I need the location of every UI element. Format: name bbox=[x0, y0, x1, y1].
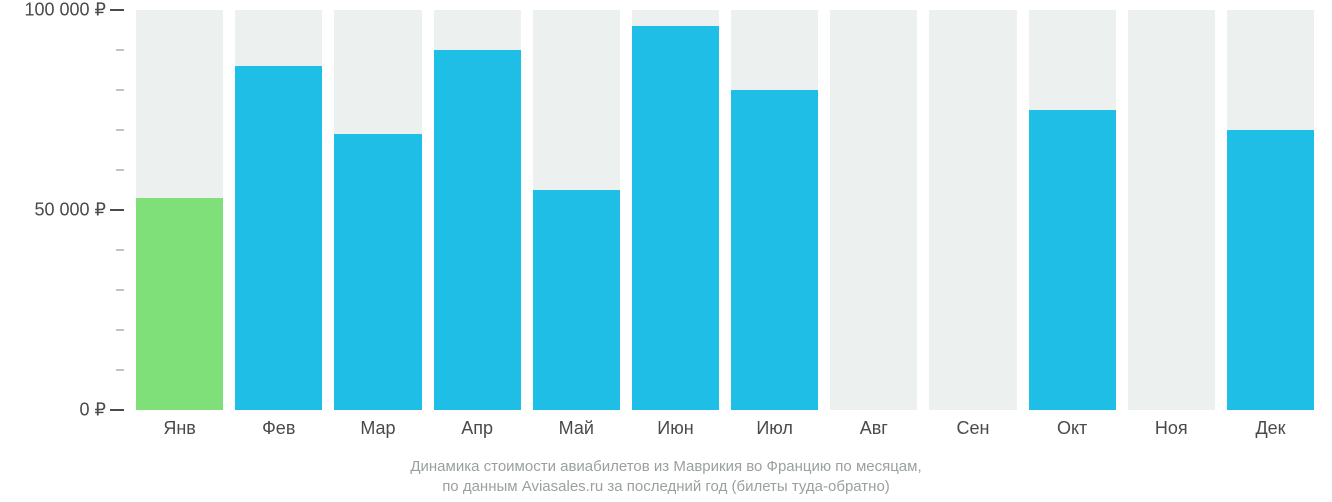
bar-slot bbox=[1023, 10, 1122, 410]
bar[interactable] bbox=[731, 90, 818, 410]
x-axis-labels: ЯнвФевМарАпрМайИюнИюлАвгСенОктНояДек bbox=[130, 418, 1320, 439]
bar-slot bbox=[1221, 10, 1320, 410]
bar-slot bbox=[923, 10, 1022, 410]
bar[interactable] bbox=[235, 66, 322, 410]
bar[interactable] bbox=[533, 190, 620, 410]
x-axis-label: Фев bbox=[229, 418, 328, 439]
x-axis-label: Апр bbox=[428, 418, 527, 439]
bar-background bbox=[434, 10, 521, 410]
x-axis-label: Июн bbox=[626, 418, 725, 439]
bar[interactable] bbox=[434, 50, 521, 410]
bar[interactable] bbox=[136, 198, 223, 410]
y-axis-minor-tick bbox=[116, 290, 124, 291]
bar-background bbox=[235, 10, 322, 410]
bar-slot bbox=[229, 10, 328, 410]
y-axis-label: 100 000 ₽ bbox=[24, 0, 106, 21]
bar[interactable] bbox=[632, 26, 719, 410]
y-axis-minor-tick bbox=[116, 170, 124, 171]
x-axis-label: Янв bbox=[130, 418, 229, 439]
bar-slot bbox=[1122, 10, 1221, 410]
x-axis-label: Сен bbox=[923, 418, 1022, 439]
bar[interactable] bbox=[1227, 130, 1314, 410]
x-axis-label: Мар bbox=[328, 418, 427, 439]
bar-background bbox=[731, 10, 818, 410]
y-axis-tick bbox=[110, 9, 124, 11]
x-axis-label: Май bbox=[527, 418, 626, 439]
bar-background bbox=[830, 10, 917, 410]
bar-slot bbox=[130, 10, 229, 410]
bar-slot bbox=[527, 10, 626, 410]
bar[interactable] bbox=[334, 134, 421, 410]
bar-background bbox=[334, 10, 421, 410]
bar-background bbox=[136, 10, 223, 410]
bar-slot bbox=[328, 10, 427, 410]
bar-slot bbox=[725, 10, 824, 410]
bar-background bbox=[929, 10, 1016, 410]
x-axis-label: Авг bbox=[824, 418, 923, 439]
chart-caption-line1: Динамика стоимости авиабилетов из Маврик… bbox=[0, 456, 1332, 477]
bar-background bbox=[1029, 10, 1116, 410]
y-axis-label: 0 ₽ bbox=[80, 400, 106, 421]
plot-area bbox=[130, 10, 1320, 410]
x-axis-label: Окт bbox=[1023, 418, 1122, 439]
bar-background bbox=[1128, 10, 1215, 410]
x-axis-label: Ноя bbox=[1122, 418, 1221, 439]
y-axis-minor-tick bbox=[116, 90, 124, 91]
x-axis-label: Июл bbox=[725, 418, 824, 439]
bar[interactable] bbox=[1029, 110, 1116, 410]
bar-slot bbox=[428, 10, 527, 410]
y-axis-minor-tick bbox=[116, 130, 124, 131]
y-axis-tick bbox=[110, 209, 124, 211]
bar-slot bbox=[626, 10, 725, 410]
bar-background bbox=[533, 10, 620, 410]
bar-background bbox=[1227, 10, 1314, 410]
y-axis-tick bbox=[110, 409, 124, 411]
y-axis-minor-tick bbox=[116, 370, 124, 371]
y-axis-label: 50 000 ₽ bbox=[34, 200, 106, 221]
bar-background bbox=[632, 10, 719, 410]
y-axis: 0 ₽ 50 000 ₽ 100 000 ₽ bbox=[0, 0, 130, 420]
x-axis-label: Дек bbox=[1221, 418, 1320, 439]
price-by-month-chart: 0 ₽ 50 000 ₽ 100 000 ₽ ЯнвФевМарАпрМайИюнИ… bbox=[0, 0, 1332, 502]
y-axis-minor-tick bbox=[116, 330, 124, 331]
chart-caption-line2: по данным Aviasales.ru за последний год … bbox=[0, 476, 1332, 497]
y-axis-minor-tick bbox=[116, 250, 124, 251]
bar-slot bbox=[824, 10, 923, 410]
y-axis-minor-tick bbox=[116, 50, 124, 51]
